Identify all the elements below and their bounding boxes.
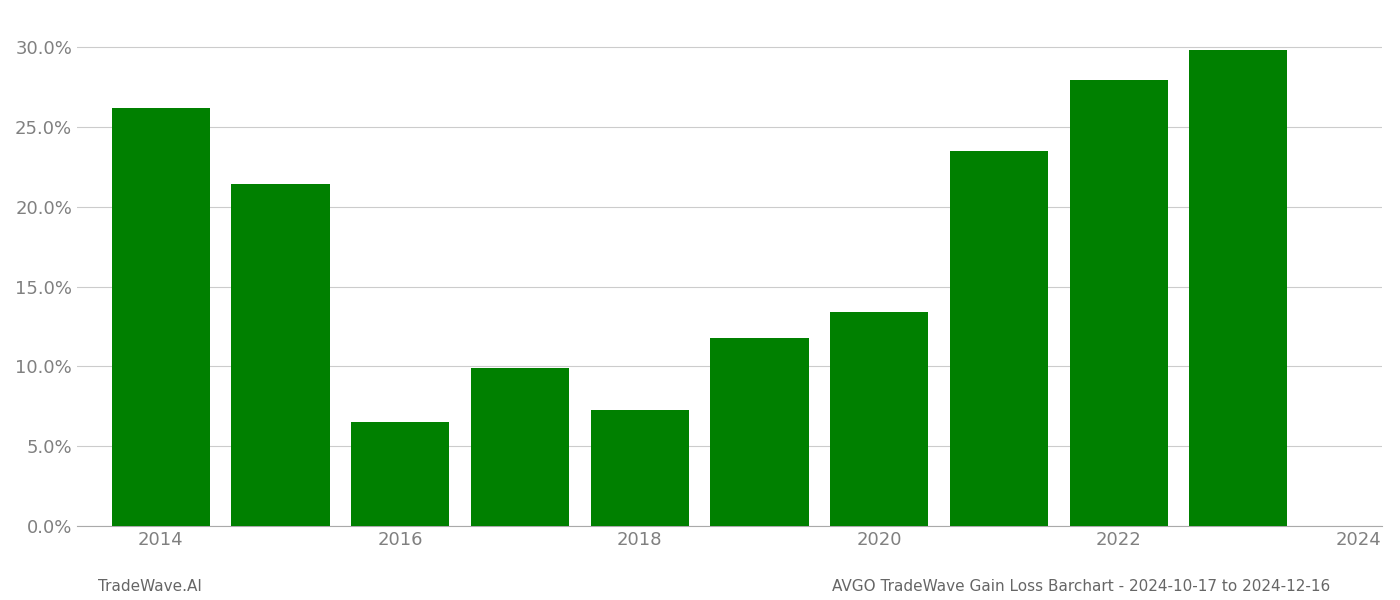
Text: TradeWave.AI: TradeWave.AI <box>98 579 202 594</box>
Bar <box>591 410 689 526</box>
Bar <box>710 338 809 526</box>
Bar <box>949 151 1049 526</box>
Text: AVGO TradeWave Gain Loss Barchart - 2024-10-17 to 2024-12-16: AVGO TradeWave Gain Loss Barchart - 2024… <box>832 579 1330 594</box>
Bar <box>351 422 449 526</box>
Bar <box>1189 50 1288 526</box>
Bar <box>231 184 329 526</box>
Bar <box>470 368 568 526</box>
Bar <box>830 312 928 526</box>
Bar <box>1070 80 1168 526</box>
Bar <box>112 107 210 526</box>
